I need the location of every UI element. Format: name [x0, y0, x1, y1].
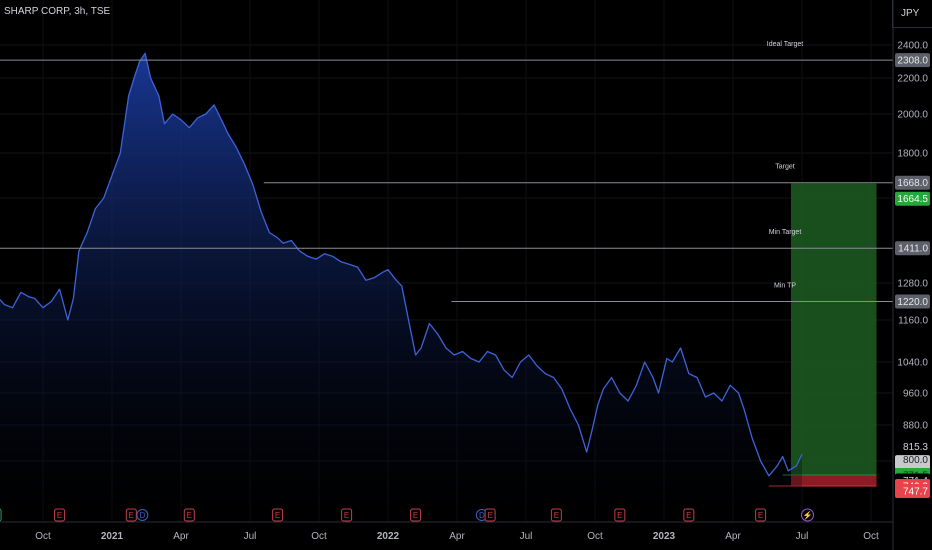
earnings-marker — [125, 508, 137, 522]
level-label: Target — [775, 164, 795, 171]
event-markers: EEEDEEEEDEEEEE⚡ — [0, 508, 815, 522]
level-price-tag: 2308.0 — [897, 56, 928, 67]
currency-label[interactable]: JPY — [892, 0, 932, 28]
earnings-marker-label: E — [344, 511, 349, 520]
split-marker-label: ⚡ — [803, 510, 813, 520]
level-price-tag: 1220.0 — [897, 297, 928, 308]
earnings-marker — [410, 508, 422, 522]
earnings-marker — [341, 508, 353, 522]
earnings-marker — [183, 508, 195, 522]
dividend-marker — [136, 509, 149, 521]
earnings-marker-label: E — [275, 511, 280, 520]
level-price-tag-bg — [895, 175, 930, 190]
target-price-tag-bg — [895, 191, 930, 206]
price-axis[interactable]: 2400.02200.02000.01800.01600.01280.01160… — [892, 0, 932, 550]
x-tick-label: 2022 — [377, 531, 400, 542]
earnings-marker — [0, 508, 2, 522]
earnings-marker — [683, 508, 695, 522]
y-tick-label: 2000.0 — [897, 110, 928, 121]
x-tick-label: Oct — [587, 531, 603, 542]
earnings-marker-label: E — [187, 511, 192, 520]
level-price-tag-bg — [895, 294, 930, 309]
x-tick-label: 2021 — [101, 531, 124, 542]
stop2-price-tag: 747.7 — [903, 487, 928, 498]
x-tick-label: Apr — [449, 531, 465, 542]
y-tick-label: 880.0 — [903, 421, 928, 432]
earnings-marker-label: E — [554, 511, 559, 520]
level-label: Min Target — [769, 229, 802, 236]
earnings-marker — [484, 508, 496, 522]
x-tick-label: 2023 — [653, 531, 676, 542]
position-zones — [768, 183, 877, 487]
x-tick-label: Oct — [35, 531, 51, 542]
earnings-marker — [614, 508, 626, 522]
level-label: Min TP — [774, 283, 796, 290]
price-area — [0, 52, 803, 522]
price-area-fill — [0, 53, 802, 522]
earnings-marker-label: E — [686, 511, 691, 520]
earnings-marker-label: E — [57, 511, 62, 520]
hidden-price-tag-bg — [895, 455, 930, 470]
earnings-marker-label: E — [487, 511, 492, 520]
earnings-marker — [272, 508, 284, 522]
level-price-tag-bg — [895, 241, 930, 256]
y-tick-label: 2200.0 — [897, 74, 928, 85]
last-price-tag: 815.3 — [903, 442, 928, 453]
level-price-tag-bg — [895, 53, 930, 68]
x-tick-label: Jul — [244, 531, 257, 542]
earnings-marker — [54, 508, 66, 522]
level-label: Ideal Target — [767, 41, 804, 48]
earnings-marker-label: E — [129, 511, 134, 520]
level-lines: Ideal Target Target Min Target Min TP — [0, 41, 893, 302]
x-tick-label: Jul — [520, 531, 533, 542]
time-axis[interactable]: Oct 2021 Apr Jul Oct 2022 Apr Jul Oct 2023 Apr Jul O… — [0, 521, 893, 542]
y-tick-label: 1160.0 — [898, 316, 928, 327]
dividend-marker-label: D — [139, 511, 145, 520]
y-tick-label: 2400.0 — [897, 41, 928, 52]
x-tick-label: Apr — [173, 531, 189, 542]
level-price-tag: 1668.0 — [897, 178, 928, 189]
stop-zone — [790, 475, 877, 487]
target-zone — [790, 183, 877, 476]
x-tick-label: Oct — [863, 531, 879, 542]
y-tick-label: 1040.0 — [897, 358, 928, 369]
y-tick-label: 1280.0 — [897, 279, 928, 290]
stop2-price-tag-bg — [895, 484, 930, 499]
earnings-marker-label: E — [413, 511, 418, 520]
last-price-tag-bg — [895, 440, 930, 455]
level-price-tag: 1411.0 — [898, 244, 928, 255]
symbol-label[interactable]: SHARP CORP, 3h, TSE — [4, 6, 111, 17]
y-tick-label: 1800.0 — [897, 149, 928, 160]
hidden-price-tag: 800.0 — [903, 455, 928, 466]
earnings-marker — [755, 508, 767, 522]
x-tick-label: Jul — [796, 531, 809, 542]
x-tick-label: Oct — [311, 531, 327, 542]
earnings-marker-label: E — [758, 511, 763, 520]
split-marker — [801, 508, 815, 522]
price-line — [0, 52, 803, 477]
y-tick-label: 960.0 — [903, 389, 928, 400]
target-price-tag: 1664.5 — [897, 194, 928, 205]
earnings-marker — [550, 508, 562, 522]
x-tick-label: Apr — [725, 531, 741, 542]
dividend-marker-label: D — [479, 511, 485, 520]
earnings-marker-label: E — [617, 511, 622, 520]
